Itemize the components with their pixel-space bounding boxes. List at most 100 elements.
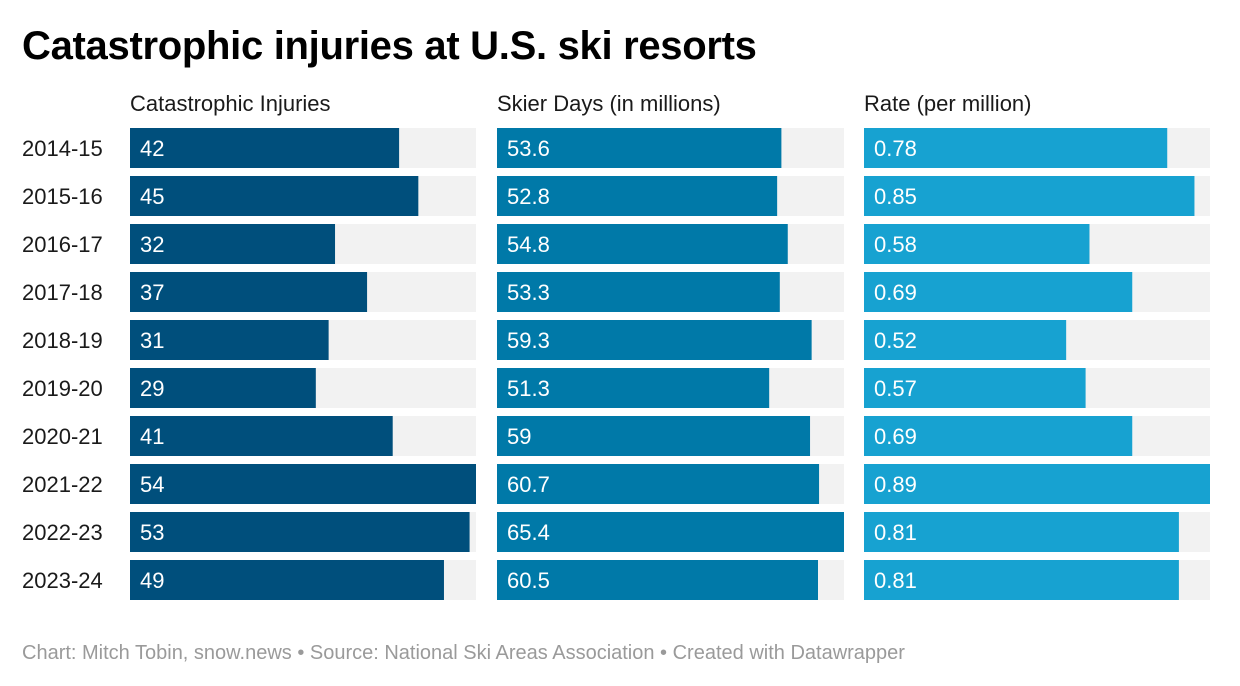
bar-group: 37 bbox=[130, 272, 476, 312]
bar-group: 41 bbox=[130, 416, 476, 456]
bar-group: 60.5 bbox=[497, 560, 844, 600]
bar-group: 0.81 bbox=[864, 560, 1210, 600]
bar bbox=[864, 128, 1168, 168]
bar-group: 51.3 bbox=[497, 368, 844, 408]
bar-group: 53 bbox=[130, 512, 476, 552]
bar bbox=[864, 176, 1195, 216]
bar-group: 59 bbox=[497, 416, 844, 456]
bar-value-label: 59.3 bbox=[507, 328, 550, 353]
bar-value-label: 0.81 bbox=[874, 568, 917, 593]
row-label: 2017-18 bbox=[22, 280, 103, 305]
row-label: 2019-20 bbox=[22, 376, 103, 401]
bar-group: 49 bbox=[130, 560, 476, 600]
bar-value-label: 42 bbox=[140, 136, 164, 161]
bar-value-label: 0.89 bbox=[874, 472, 917, 497]
bar-value-label: 65.4 bbox=[507, 520, 550, 545]
bar-value-label: 37 bbox=[140, 280, 164, 305]
bar bbox=[497, 560, 819, 600]
bar bbox=[497, 512, 844, 552]
bar bbox=[130, 416, 393, 456]
bar bbox=[864, 512, 1179, 552]
bar bbox=[130, 560, 444, 600]
bar-group: 60.7 bbox=[497, 464, 844, 504]
bar bbox=[864, 224, 1090, 264]
row-label: 2021-22 bbox=[22, 472, 103, 497]
bar-value-label: 0.57 bbox=[874, 376, 917, 401]
bar-value-label: 53.6 bbox=[507, 136, 550, 161]
bar-value-label: 54 bbox=[140, 472, 164, 497]
bar bbox=[497, 128, 782, 168]
bar-group: 0.69 bbox=[864, 416, 1210, 456]
bar bbox=[130, 128, 400, 168]
bar-value-label: 32 bbox=[140, 232, 164, 257]
bar-value-label: 53 bbox=[140, 520, 164, 545]
bar-group: 0.81 bbox=[864, 512, 1210, 552]
bar bbox=[130, 224, 336, 264]
row-label: 2023-24 bbox=[22, 568, 103, 593]
bar-group: 52.8 bbox=[497, 176, 844, 216]
bar bbox=[130, 464, 476, 504]
chart-footer: Chart: Mitch Tobin, snow.news • Source: … bbox=[22, 642, 905, 664]
bar-value-label: 51.3 bbox=[507, 376, 550, 401]
bar-value-label: 0.58 bbox=[874, 232, 917, 257]
bar bbox=[497, 368, 770, 408]
bar-value-label: 49 bbox=[140, 568, 164, 593]
bar-value-label: 60.7 bbox=[507, 472, 550, 497]
bar-group: 59.3 bbox=[497, 320, 844, 360]
bar-value-label: 54.8 bbox=[507, 232, 550, 257]
bar-value-label: 0.52 bbox=[874, 328, 917, 353]
bar bbox=[864, 320, 1067, 360]
bar-group: 65.4 bbox=[497, 512, 844, 552]
column-headers: Catastrophic Injuries Skier Days (in mill… bbox=[130, 91, 1032, 116]
bar-group: 54.8 bbox=[497, 224, 844, 264]
bar bbox=[497, 176, 778, 216]
bar-group: 0.57 bbox=[864, 368, 1210, 408]
bar-value-label: 31 bbox=[140, 328, 164, 353]
bar-group: 54 bbox=[130, 464, 476, 504]
row-label: 2015-16 bbox=[22, 184, 103, 209]
bar-group: 42 bbox=[130, 128, 476, 168]
bar bbox=[130, 272, 368, 312]
bar-value-label: 60.5 bbox=[507, 568, 550, 593]
chart-title: Catastrophic injuries at U.S. ski resort… bbox=[22, 24, 757, 68]
bar-group: 0.78 bbox=[864, 128, 1210, 168]
bar-group: 29 bbox=[130, 368, 476, 408]
bar-group: 0.85 bbox=[864, 176, 1210, 216]
bar-value-label: 0.81 bbox=[874, 520, 917, 545]
bar-value-label: 29 bbox=[140, 376, 164, 401]
bar bbox=[497, 272, 780, 312]
bar-value-label: 41 bbox=[140, 424, 164, 449]
bar-value-label: 45 bbox=[140, 184, 164, 209]
row-label: 2018-19 bbox=[22, 328, 103, 353]
bar bbox=[497, 320, 812, 360]
bar-group: 45 bbox=[130, 176, 476, 216]
bar-value-label: 0.69 bbox=[874, 280, 917, 305]
row-label: 2020-21 bbox=[22, 424, 103, 449]
bar-group: 31 bbox=[130, 320, 476, 360]
bar-value-label: 53.3 bbox=[507, 280, 550, 305]
bars: 42 45 32 37 31 29 41 54 53 49 53.6 52.8 54.8 53.3 59.3… bbox=[130, 128, 1210, 600]
bar-group: 0.58 bbox=[864, 224, 1210, 264]
bar bbox=[130, 320, 329, 360]
bar-value-label: 0.69 bbox=[874, 424, 917, 449]
bar bbox=[130, 512, 470, 552]
bar-value-label: 59 bbox=[507, 424, 531, 449]
column-header-3: Rate (per million) bbox=[864, 91, 1032, 116]
row-label: 2014-15 bbox=[22, 136, 103, 161]
bar bbox=[864, 464, 1210, 504]
bar bbox=[497, 464, 820, 504]
column-header-1: Catastrophic Injuries bbox=[130, 91, 331, 116]
bar-group: 32 bbox=[130, 224, 476, 264]
bar-value-label: 52.8 bbox=[507, 184, 550, 209]
bar bbox=[130, 176, 419, 216]
bar bbox=[864, 368, 1086, 408]
bar-value-label: 0.78 bbox=[874, 136, 917, 161]
row-labels: 2014-15 2015-16 2016-17 2017-18 2018-19 2019-… bbox=[22, 136, 103, 593]
bar-value-label: 0.85 bbox=[874, 184, 917, 209]
bar-group: 0.69 bbox=[864, 272, 1210, 312]
bar bbox=[130, 368, 316, 408]
bar bbox=[864, 416, 1133, 456]
bar-group: 0.89 bbox=[864, 464, 1210, 504]
bar-group: 53.3 bbox=[497, 272, 844, 312]
